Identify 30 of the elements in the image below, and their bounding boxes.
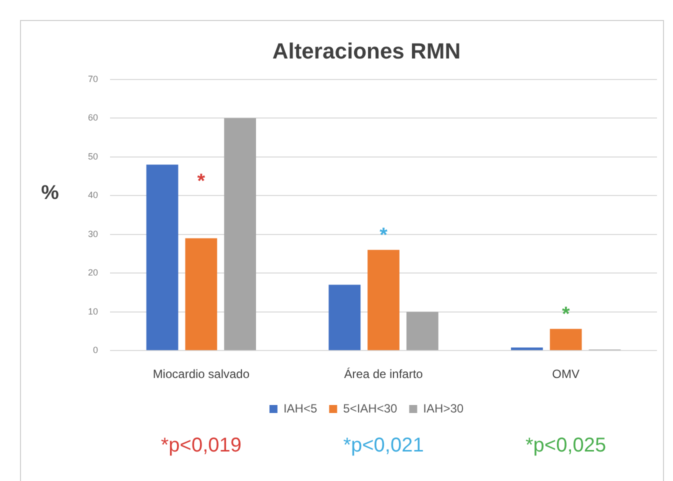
bar — [510, 348, 543, 350]
x-tick-label: Miocardio salvado — [152, 367, 250, 382]
bar — [368, 250, 400, 350]
bar — [550, 328, 582, 350]
y-tick-label: 40 — [88, 190, 98, 200]
y-tick-label: 10 — [88, 306, 98, 316]
bar — [406, 312, 438, 350]
bar — [224, 118, 256, 350]
annotation: * — [562, 303, 570, 326]
text: *p<0,021 — [343, 434, 424, 457]
y-tick-label: 0 — [92, 345, 98, 356]
annotation: * — [197, 170, 206, 193]
bar — [146, 164, 178, 350]
y-axis-title: % — [41, 182, 60, 204]
bar — [185, 238, 218, 350]
x-tick-label: OMV — [552, 367, 580, 382]
legend-label: IAH>30 — [423, 401, 464, 416]
bar — [328, 284, 361, 350]
x-tick-label: Área de infarto — [344, 367, 424, 382]
y-tick-label: 50 — [88, 151, 98, 162]
y-tick-label: 60 — [88, 112, 98, 123]
y-tick-label: 20 — [88, 268, 98, 278]
text: *p<0,019 — [160, 434, 242, 457]
chart-title: Alteraciones RMN — [272, 38, 461, 64]
legend-label: 5<IAH<30 — [343, 401, 398, 416]
text: *p<0,025 — [526, 434, 606, 457]
legend-label: IAH<5 — [283, 401, 318, 416]
y-tick-label: 30 — [88, 228, 98, 239]
y-tick-label: 70 — [88, 74, 98, 84]
annotation: * — [380, 224, 388, 246]
